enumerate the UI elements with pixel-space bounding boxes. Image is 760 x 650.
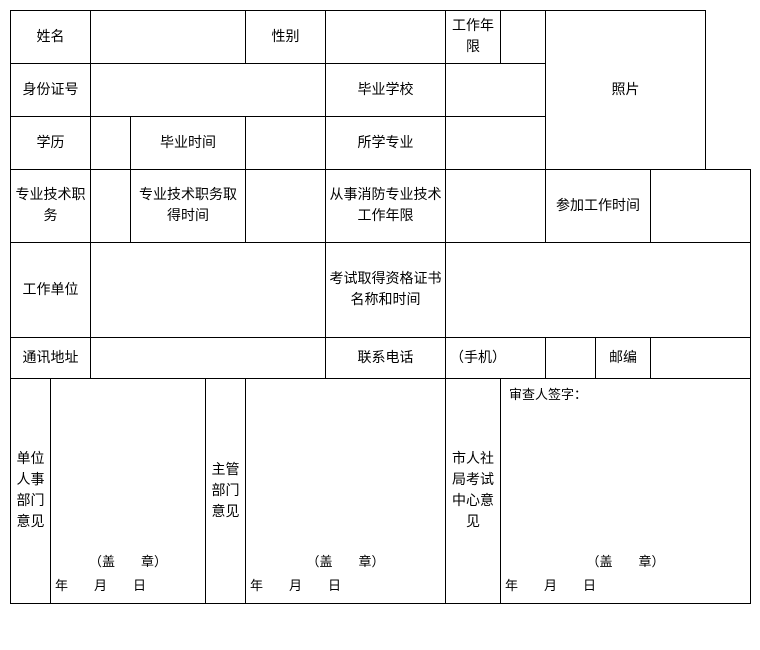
field-pro-title-time[interactable] (246, 170, 326, 243)
field-id-no[interactable] (91, 64, 326, 117)
label-name: 姓名 (11, 11, 91, 64)
label-grad-school: 毕业学校 (326, 64, 446, 117)
field-pro-title[interactable] (91, 170, 131, 243)
field-supervisor-opinion[interactable]: （盖 章） 年 月 日 (246, 379, 446, 604)
label-grad-time: 毕业时间 (131, 117, 246, 170)
date-line-3: 年 月 日 (505, 574, 746, 597)
label-gender: 性别 (246, 11, 326, 64)
field-join-work-time[interactable] (651, 170, 751, 243)
label-fire-years: 从事消防专业技术工作年限 (326, 170, 446, 243)
label-unit-hr-opinion: 单位人事部门意见 (11, 379, 51, 604)
field-grad-school[interactable] (446, 64, 546, 117)
label-join-work-time: 参加工作时间 (546, 170, 651, 243)
field-exam-center-opinion[interactable]: 审查人签字： （盖 章） 年 月 日 (501, 379, 751, 604)
label-pro-title: 专业技术职务 (11, 170, 91, 243)
field-education[interactable] (91, 117, 131, 170)
label-work-unit: 工作单位 (11, 243, 91, 338)
field-exam-cert[interactable] (446, 243, 751, 338)
label-id-no: 身份证号 (11, 64, 91, 117)
date-line-1: 年 月 日 (55, 574, 201, 597)
stamp-line-1: （盖 章） (55, 550, 201, 573)
stamp-line-3: （盖 章） (505, 550, 746, 573)
label-supervisor-opinion: 主管部门意见 (206, 379, 246, 604)
label-major: 所学专业 (326, 117, 446, 170)
photo-cell: 照片 (546, 11, 706, 170)
field-name[interactable] (91, 11, 246, 64)
field-phone-extra[interactable] (546, 338, 596, 379)
field-contact-phone[interactable]: （手机） (446, 338, 546, 379)
label-contact-phone: 联系电话 (326, 338, 446, 379)
label-work-years: 工作年限 (446, 11, 501, 64)
field-fire-years[interactable] (446, 170, 546, 243)
label-address: 通讯地址 (11, 338, 91, 379)
field-postcode[interactable] (651, 338, 751, 379)
field-unit-hr-opinion[interactable]: （盖 章） 年 月 日 (51, 379, 206, 604)
label-education: 学历 (11, 117, 91, 170)
label-postcode: 邮编 (596, 338, 651, 379)
field-major[interactable] (446, 117, 546, 170)
field-work-unit[interactable] (91, 243, 326, 338)
field-work-years[interactable] (501, 11, 546, 64)
field-address[interactable] (91, 338, 326, 379)
label-exam-center-opinion: 市人社局考试中心意见 (446, 379, 501, 604)
spacer (706, 11, 751, 170)
label-exam-cert: 考试取得资格证书名称和时间 (326, 243, 446, 338)
field-gender[interactable] (326, 11, 446, 64)
reviewer-sign-label: 审查人签字： (509, 385, 587, 405)
stamp-line-2: （盖 章） (250, 550, 441, 573)
field-grad-time[interactable] (246, 117, 326, 170)
form-table: 姓名 性别 工作年限 照片 身份证号 毕业学校 学历 毕业时间 所学专业 专业技… (10, 10, 751, 604)
label-pro-title-time: 专业技术职务取得时间 (131, 170, 246, 243)
date-line-2: 年 月 日 (250, 574, 441, 597)
